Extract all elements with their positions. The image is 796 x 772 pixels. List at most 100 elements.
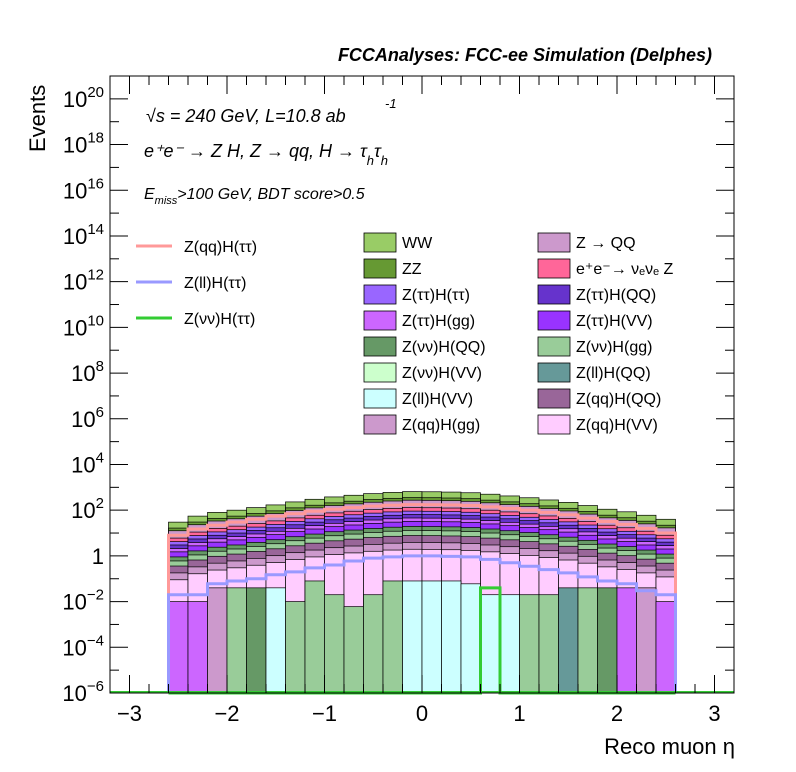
legend-box-swatch [363, 336, 397, 357]
legend-box-label: Z(νν)H(VV) [402, 365, 482, 382]
y-tick-label: 1010 [63, 312, 104, 340]
y-axis-ticks: 10−610−410−21102104106108101010121014101… [62, 75, 734, 706]
legend-line-label: Z(qq)H(ττ) [184, 239, 257, 256]
low-bin [480, 594, 501, 694]
process-sub2: h [381, 153, 388, 168]
cuts-text: Emiss>100 GeV, BDT score>0.5 [144, 186, 365, 207]
legend-box-label: Z(ττ)H(VV) [576, 313, 653, 330]
y-tick-exp: 20 [87, 84, 104, 101]
legend-box-swatch [363, 258, 397, 279]
y-axis-label: Events [25, 85, 50, 152]
legend-box-label: Z(νν)H(QQ) [402, 339, 486, 356]
y-tick-exp: 14 [87, 221, 104, 238]
chart-title: FCCAnalyses: FCC-ee Simulation (Delphes) [338, 45, 712, 65]
legend-box-swatch [363, 310, 397, 331]
low-bin [363, 594, 384, 694]
low-bin [655, 601, 676, 694]
legend-line-label: Z(ll)H(ττ) [184, 275, 246, 292]
low-bin [597, 587, 618, 694]
y-tick-label: 1014 [63, 221, 104, 249]
low-bins [168, 580, 676, 694]
energy-text: √s = 240 GeV, L=10.8 ab [146, 106, 346, 126]
y-tick-base: 10 [63, 178, 87, 203]
legend-box-label: Z(νν)H(gg) [576, 339, 652, 356]
legend-box-swatch [363, 388, 397, 409]
low-bin [519, 594, 540, 694]
process-text: e⁺e⁻ → Z H, Z → qq, H → τhτh [144, 141, 388, 168]
legend-box-swatch [537, 362, 571, 383]
legend-box-label: Z(qq)H(QQ) [576, 391, 661, 408]
low-bin [499, 594, 520, 694]
low-bin [382, 580, 403, 694]
y-tick-label: 104 [71, 449, 104, 477]
low-bin [577, 587, 598, 694]
x-axis-ticks: −3 −2 −1 0 1 2 3 [109, 76, 735, 726]
y-tick-exp: 2 [96, 495, 104, 512]
y-tick-base: 10 [62, 590, 86, 615]
y-tick-exp: −6 [87, 678, 104, 695]
low-bin [246, 587, 267, 694]
low-bin [168, 601, 189, 694]
low-bin [616, 587, 637, 694]
legend-box-label: e⁺e⁻→ νₑνₑ Z [576, 261, 673, 278]
y-tick-exp: 8 [96, 358, 104, 375]
y-tick-base: 10 [71, 452, 95, 477]
legend-box-label: Z(ll)H(QQ) [576, 365, 651, 382]
legend-box-swatch [537, 310, 571, 331]
process-main: e⁺e⁻ → Z H, Z → qq, H → τ [144, 141, 368, 161]
x-tick-label: −2 [214, 701, 239, 726]
signal-line [167, 554, 677, 693]
y-tick-exp: 18 [87, 130, 104, 147]
y-tick-base: 10 [71, 361, 95, 386]
y-tick-exp: 12 [87, 267, 104, 284]
low-bin [226, 587, 247, 694]
y-tick-label: 1016 [63, 175, 104, 203]
y-tick-label: 10−4 [62, 632, 104, 660]
y-tick-base: 10 [62, 635, 86, 660]
y-tick-base: 10 [71, 407, 95, 432]
low-bin [304, 580, 325, 694]
x-tick-label: 3 [708, 701, 720, 726]
process-sub1: h [367, 153, 374, 168]
legend-box-label: Z → QQ [576, 235, 636, 252]
low-bin [207, 587, 228, 694]
x-tick-label: 1 [513, 701, 525, 726]
low-bin [343, 606, 364, 694]
legend-line-label: Z(νν)H(ττ) [184, 311, 255, 328]
legend-box-swatch [537, 258, 571, 279]
legend-box-label: Z(qq)H(VV) [576, 417, 658, 434]
legend-box-label: Z(ττ)H(ττ) [402, 287, 470, 304]
y-tick-base: 10 [71, 498, 95, 523]
low-bin [538, 594, 559, 694]
y-tick-exp: 10 [87, 312, 104, 329]
y-tick-exp: 4 [96, 449, 104, 466]
y-tick-base: 10 [63, 315, 87, 340]
cuts-pre: E [144, 186, 155, 203]
x-tick-label: 2 [611, 701, 623, 726]
annotation-energy: √s = 240 GeV, L=10.8 ab -1 [146, 96, 397, 126]
y-tick-base: 10 [63, 133, 87, 158]
y-tick-base: 10 [62, 681, 86, 706]
legend-box-label: Z(ττ)H(QQ) [576, 287, 656, 304]
cuts-sub: miss [155, 195, 178, 207]
annotation-process: e⁺e⁻ → Z H, Z → qq, H → τhτh [144, 141, 388, 168]
low-bin [460, 583, 481, 694]
legend-box-label: Z(ττ)H(gg) [402, 313, 475, 330]
legend-box-swatch [537, 284, 571, 305]
x-axis-label: Reco muon η [604, 734, 735, 759]
legend: Z(qq)H(ττ) Z(ll)H(ττ) Z(νν)H(ττ) WW Z → QQ ZZ… [136, 232, 673, 435]
y-tick-exp: 16 [87, 175, 104, 192]
y-tick-exp: −2 [87, 587, 104, 604]
x-tick-label: 0 [416, 701, 428, 726]
legend-box-label: Z(qq)H(gg) [402, 417, 480, 434]
y-tick-label: 102 [71, 495, 104, 523]
legend-box-swatch [363, 284, 397, 305]
low-bin [636, 587, 657, 694]
y-tick-label: 1018 [63, 130, 104, 158]
low-bin [421, 580, 442, 694]
y-tick-label: 1012 [63, 267, 104, 295]
legend-box-swatch [363, 232, 397, 253]
y-tick-label: 1 [92, 544, 104, 569]
legend-box-swatch [537, 414, 571, 435]
